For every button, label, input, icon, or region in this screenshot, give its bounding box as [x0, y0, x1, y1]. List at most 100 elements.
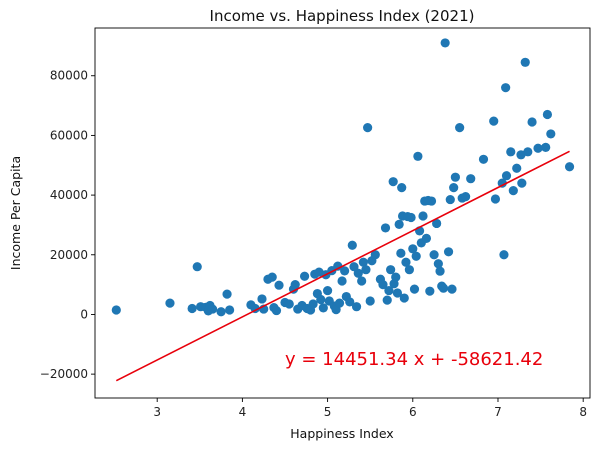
data-point — [308, 299, 318, 309]
data-point — [411, 251, 421, 261]
data-point — [489, 116, 499, 126]
y-tick-label: 20000 — [50, 248, 88, 262]
plot-frame — [94, 27, 591, 399]
x-axis-ticks: 3 4 5 6 7 8 — [153, 398, 587, 419]
x-tick-label: 3 — [153, 405, 161, 419]
data-point — [337, 276, 347, 286]
data-point — [533, 143, 543, 153]
data-point — [378, 280, 388, 290]
data-point — [111, 305, 121, 315]
data-point — [435, 266, 445, 276]
data-point — [284, 299, 294, 309]
data-point — [409, 284, 420, 294]
data-point — [299, 271, 310, 281]
data-point — [351, 302, 362, 312]
data-point — [384, 285, 394, 296]
data-point — [517, 178, 527, 188]
data-point — [392, 288, 403, 298]
data-point — [541, 142, 551, 152]
x-tick-label: 6 — [409, 405, 417, 419]
data-point — [388, 177, 398, 187]
y-axis-ticks: −20000 0 20000 40000 60000 80000 — [40, 69, 95, 381]
data-point — [399, 293, 409, 303]
data-point — [316, 294, 326, 305]
data-point — [438, 283, 449, 293]
data-point — [506, 147, 516, 157]
data-point — [512, 163, 522, 173]
data-point — [421, 233, 432, 243]
data-point — [546, 129, 556, 139]
y-tick-label: 80000 — [50, 69, 88, 83]
data-point — [192, 262, 202, 272]
x-tick-label: 7 — [494, 405, 502, 419]
data-point — [429, 250, 439, 260]
data-point — [404, 265, 414, 275]
x-tick-label: 8 — [579, 405, 587, 419]
data-point — [382, 295, 392, 305]
y-axis-label: Income Per Capita — [8, 156, 23, 270]
data-point — [440, 38, 450, 48]
data-point — [225, 305, 235, 315]
data-point — [432, 218, 442, 229]
data-point — [425, 286, 435, 296]
data-point — [499, 250, 509, 260]
data-point — [401, 257, 411, 267]
data-point — [450, 172, 460, 182]
data-point — [501, 83, 511, 93]
data-point — [447, 284, 457, 294]
data-point — [445, 194, 455, 205]
data-point — [333, 261, 343, 271]
data-point — [408, 244, 418, 254]
y-tick-label: 0 — [80, 307, 88, 321]
data-point — [340, 266, 350, 276]
y-tick-label: 60000 — [50, 128, 88, 142]
data-point — [508, 186, 518, 196]
data-point — [271, 305, 282, 316]
data-point — [455, 123, 465, 133]
data-point — [257, 294, 267, 304]
data-point — [501, 171, 512, 181]
y-tick-label: −20000 — [40, 367, 88, 381]
data-point — [449, 183, 459, 193]
data-point — [267, 272, 277, 282]
data-point — [357, 276, 367, 286]
data-point — [433, 259, 443, 269]
regression-equation: y = 14451.34 x + -58621.42 — [285, 349, 543, 370]
data-point — [391, 272, 401, 282]
data-point — [406, 212, 416, 223]
data-point — [165, 298, 175, 308]
data-point — [358, 257, 368, 267]
data-point — [397, 183, 407, 193]
x-tick-label: 4 — [239, 405, 247, 419]
plot-background — [95, 28, 590, 398]
data-point — [461, 191, 471, 202]
data-point — [527, 117, 537, 127]
data-point — [322, 285, 333, 296]
data-point — [394, 219, 404, 229]
data-point — [478, 154, 489, 164]
data-point — [334, 298, 345, 308]
data-point — [520, 57, 530, 67]
regression-line — [115, 150, 570, 382]
data-point — [564, 162, 575, 172]
regression-layer — [115, 150, 570, 382]
data-point — [413, 151, 423, 161]
data-point — [443, 247, 454, 257]
data-point — [187, 303, 197, 314]
data-point — [349, 262, 359, 272]
x-axis-label: Happiness Index — [290, 426, 393, 441]
data-point — [523, 147, 533, 157]
data-point — [386, 265, 396, 275]
chart-title: Income vs. Happiness Index (2021) — [210, 7, 475, 25]
data-point — [418, 211, 428, 221]
data-point — [426, 196, 437, 206]
data-point — [274, 280, 284, 290]
data-point — [466, 174, 476, 184]
data-point — [490, 194, 501, 204]
data-point — [363, 123, 373, 133]
data-point — [347, 240, 357, 250]
data-point — [365, 296, 375, 306]
y-tick-label: 40000 — [50, 188, 88, 202]
data-point — [396, 248, 406, 258]
